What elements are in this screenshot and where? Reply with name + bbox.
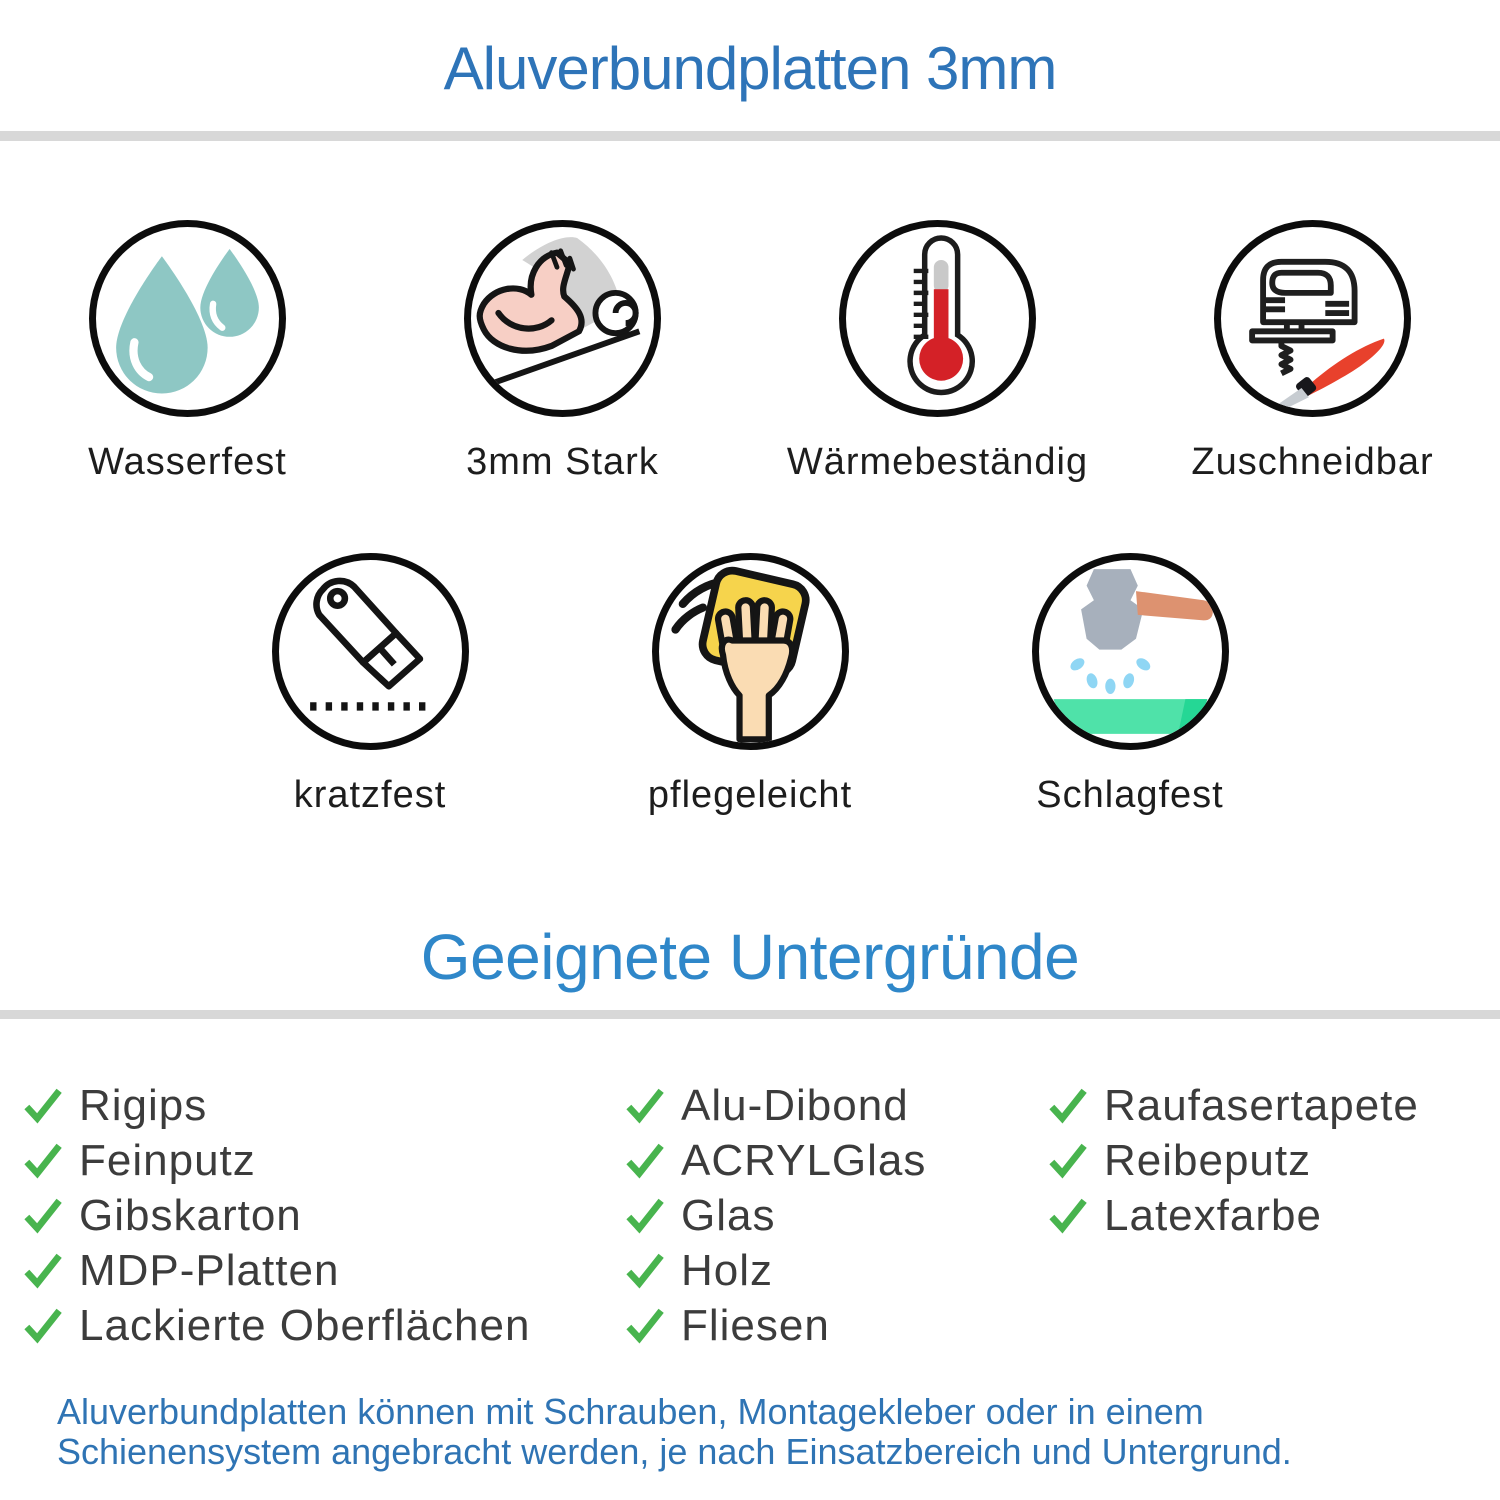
check-icon	[626, 1143, 664, 1178]
muscle-arm-panel-icon	[476, 237, 641, 388]
substrate-label: Glas	[681, 1190, 776, 1240]
check-icon	[1049, 1143, 1087, 1178]
substrate-label: Lackierte Oberflächen	[79, 1300, 531, 1350]
substrate-label: Latexfarbe	[1104, 1190, 1322, 1240]
feature-scratchproof: kratzfest	[180, 553, 560, 817]
check-icon	[1049, 1088, 1087, 1123]
cleaning-hand-icon	[670, 566, 810, 743]
list-item: Feinputz	[23, 1133, 530, 1188]
check-icon	[626, 1088, 664, 1123]
hammer-impact-icon	[1031, 553, 1229, 750]
list-item: Raufasertapete	[1048, 1078, 1419, 1133]
check-icon	[24, 1088, 62, 1123]
list-item: MDP-Platten	[23, 1243, 530, 1298]
substrate-column-1: Rigips Feinputz Gibskarton MDP-Platten L…	[23, 1078, 530, 1353]
page-title: Aluverbundplatten 3mm	[443, 35, 1058, 102]
water-drops-icon	[89, 220, 286, 417]
feature-cuttable: Zuschneidbar	[1125, 220, 1500, 484]
list-item: Rigips	[23, 1078, 530, 1133]
thermometer-icon	[907, 235, 976, 396]
substrate-label: Rigips	[79, 1080, 208, 1130]
thermometer-icon	[839, 220, 1036, 417]
list-item: Reibeputz	[1048, 1133, 1419, 1188]
feature-label: Schlagfest	[1036, 774, 1224, 816]
substrate-label: Fliesen	[681, 1300, 830, 1350]
feature-label: kratzfest	[293, 774, 447, 816]
substrate-label: MDP-Platten	[79, 1245, 340, 1295]
substrate-label: Gibskarton	[79, 1190, 302, 1240]
cleaning-hand-icon	[651, 553, 849, 750]
substrate-label: Feinputz	[79, 1135, 256, 1185]
feature-label: Wasserfest	[88, 441, 287, 483]
list-item: Gibskarton	[23, 1188, 530, 1243]
list-item: Lackierte Oberflächen	[23, 1298, 530, 1353]
substrate-label: Raufasertapete	[1104, 1080, 1419, 1130]
feature-label: Wärmebeständig	[786, 441, 1089, 483]
feature-easy-care: pflegeleicht	[560, 553, 940, 817]
feature-impact-resistant: Schlagfest	[940, 553, 1320, 817]
list-item: Glas	[625, 1188, 926, 1243]
mounting-note: Aluverbundplatten können mit Schrauben, …	[57, 1392, 1457, 1472]
check-icon	[626, 1198, 664, 1233]
check-icon	[1049, 1198, 1087, 1233]
list-item: Latexfarbe	[1048, 1188, 1419, 1243]
feature-strength: 3mm Stark	[375, 220, 750, 484]
check-icon	[626, 1308, 664, 1343]
check-icon	[24, 1308, 62, 1343]
list-item: Holz	[625, 1243, 926, 1298]
substrate-column-3: Raufasertapete Reibeputz Latexfarbe	[1048, 1078, 1419, 1243]
feature-waterproof: Wasserfest	[0, 220, 375, 484]
muscle-arm-panel-icon	[464, 220, 661, 417]
mounting-note-line-1: Aluverbundplatten können mit Schrauben, …	[57, 1391, 1204, 1432]
substrate-label: Holz	[681, 1245, 774, 1295]
check-icon	[24, 1253, 62, 1288]
feature-label: Zuschneidbar	[1191, 441, 1434, 483]
divider	[0, 131, 1500, 141]
substrate-label: Reibeputz	[1104, 1135, 1312, 1185]
water-drops-icon	[116, 248, 259, 394]
check-icon	[24, 1198, 62, 1233]
list-item: Alu-Dibond	[625, 1078, 926, 1133]
hammer-impact-icon	[1053, 569, 1213, 734]
section-title-substrates: Geeignete Untergründe	[420, 921, 1080, 993]
list-item: Fliesen	[625, 1298, 926, 1353]
feature-heat-resistant: Wärmebeständig	[750, 220, 1125, 484]
mounting-note-line-2: Schienensystem angebracht werden, je nac…	[57, 1431, 1292, 1472]
feature-row-2: kratzfest pflegeleicht	[0, 553, 1500, 817]
feature-label: 3mm Stark	[466, 441, 659, 483]
substrate-column-2: Alu-Dibond ACRYLGlas Glas Holz Fliesen	[625, 1078, 926, 1353]
jigsaw-cutter-icon	[1214, 220, 1411, 417]
utility-knife-icon	[309, 577, 427, 711]
check-icon	[626, 1253, 664, 1288]
feature-row-1: Wasserfest 3mm Stark	[0, 220, 1500, 484]
substrate-label: Alu-Dibond	[681, 1080, 909, 1130]
utility-knife-icon	[271, 553, 469, 750]
feature-label: pflegeleicht	[647, 774, 853, 816]
divider	[0, 1010, 1500, 1019]
check-icon	[24, 1143, 62, 1178]
jigsaw-cutter-icon	[1249, 258, 1385, 409]
list-item: ACRYLGlas	[625, 1133, 926, 1188]
substrate-label: ACRYLGlas	[681, 1135, 927, 1185]
